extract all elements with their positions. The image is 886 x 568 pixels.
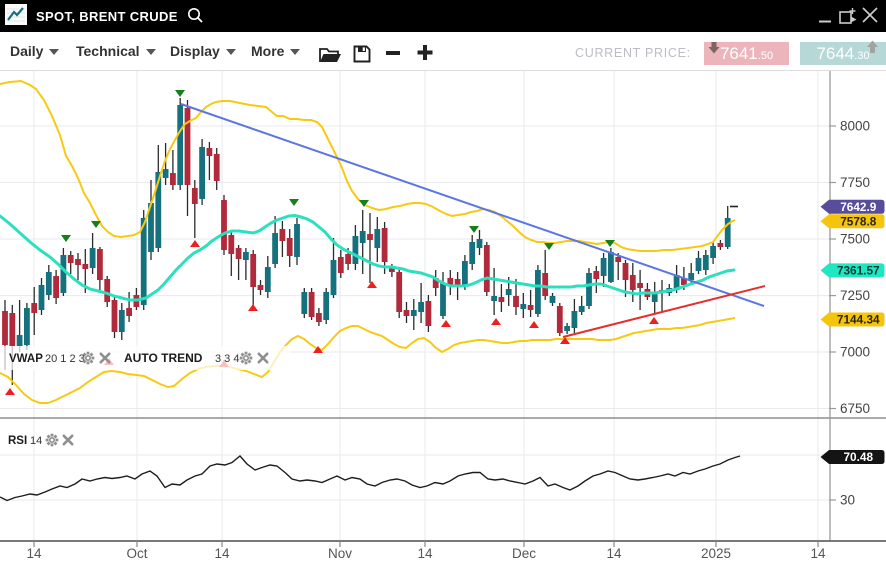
svg-text:8000: 8000 <box>840 119 870 134</box>
svg-text:20 1 2 3: 20 1 2 3 <box>45 353 85 365</box>
svg-text:70.48: 70.48 <box>843 450 873 464</box>
svg-text:2025: 2025 <box>701 546 731 561</box>
svg-text:7642.9: 7642.9 <box>840 200 877 214</box>
svg-text:30: 30 <box>840 493 855 508</box>
svg-text:14: 14 <box>606 546 622 561</box>
svg-text:14: 14 <box>810 546 826 561</box>
svg-text:14: 14 <box>30 435 42 447</box>
svg-text:AUTO TREND: AUTO TREND <box>124 351 203 365</box>
svg-text:7578.8: 7578.8 <box>840 215 877 229</box>
svg-text:14: 14 <box>214 546 230 561</box>
svg-text:14: 14 <box>417 546 433 561</box>
svg-text:3 3 4: 3 3 4 <box>215 353 239 365</box>
svg-text:7144.34: 7144.34 <box>837 313 880 327</box>
svg-text:6750: 6750 <box>840 401 870 416</box>
svg-text:RSI: RSI <box>8 435 27 447</box>
svg-text:VWAP: VWAP <box>9 353 43 365</box>
svg-text:7000: 7000 <box>840 345 870 360</box>
svg-text:7361.57: 7361.57 <box>837 264 880 278</box>
svg-text:Dec: Dec <box>512 546 536 561</box>
svg-text:Oct: Oct <box>126 546 147 561</box>
svg-text:14: 14 <box>26 546 42 561</box>
svg-text:Nov: Nov <box>328 546 352 561</box>
svg-text:7750: 7750 <box>840 175 870 190</box>
svg-text:7500: 7500 <box>840 232 870 247</box>
svg-text:7250: 7250 <box>840 288 870 303</box>
